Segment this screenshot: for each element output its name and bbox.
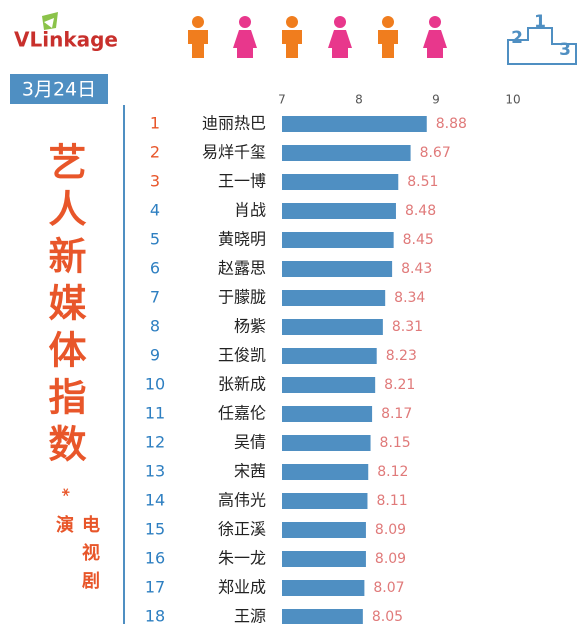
rank: 14 <box>145 491 165 510</box>
bar <box>282 580 365 596</box>
y-tick-label: 宋茜 <box>234 462 266 481</box>
value-label: 8.21 <box>384 377 415 393</box>
podium-number: 3 <box>559 40 571 60</box>
y-tick-label: 杨紫 <box>234 317 266 336</box>
logo-icon <box>42 12 58 30</box>
y-tick-label: 迪丽热巴 <box>202 114 266 133</box>
value-label: 8.88 <box>436 116 467 132</box>
bar <box>282 203 396 219</box>
x-tick-label: 9 <box>432 93 440 107</box>
rank: 9 <box>150 346 160 365</box>
y-tick-label: 郑业成 <box>218 578 266 597</box>
y-tick-label: 赵露思 <box>218 259 266 278</box>
value-label: 8.31 <box>392 319 423 335</box>
side-title: 艺人新媒体指数 <box>42 142 86 471</box>
bar <box>282 377 376 393</box>
value-label: 8.51 <box>407 174 438 190</box>
bar <box>282 464 369 480</box>
rank: 16 <box>145 549 165 568</box>
rank: 10 <box>145 375 165 394</box>
value-label: 8.09 <box>375 551 406 567</box>
y-tick-label: 王源 <box>234 607 266 624</box>
side-subtitle: 电视剧演 <box>53 515 100 599</box>
y-tick-label: 易烊千玺 <box>202 143 266 162</box>
y-tick-label: 徐正溪 <box>218 520 266 539</box>
value-label: 8.48 <box>405 203 436 219</box>
bar <box>282 522 366 538</box>
people-icons <box>188 16 447 58</box>
bar <box>282 116 427 132</box>
rank: 3 <box>150 172 160 191</box>
bar <box>282 232 394 248</box>
y-tick-label: 张新成 <box>218 375 266 394</box>
y-tick-label: 王一博 <box>218 172 266 191</box>
bar <box>282 290 386 306</box>
podium <box>507 27 577 65</box>
bar <box>282 609 363 624</box>
rank: 4 <box>150 201 160 220</box>
bar <box>282 145 411 161</box>
rank: 7 <box>150 288 160 307</box>
value-label: 8.34 <box>394 290 425 306</box>
bar <box>282 174 399 190</box>
rank: 2 <box>150 143 160 162</box>
bar <box>282 551 366 567</box>
y-tick-label: 黄晓明 <box>218 230 266 249</box>
rank: 13 <box>145 462 165 481</box>
bar <box>282 319 383 335</box>
brand: VLinkage <box>14 28 118 52</box>
y-tick-label: 肖战 <box>234 201 266 220</box>
bar <box>282 261 393 277</box>
x-tick-label: 7 <box>278 93 286 107</box>
x-tick-label: 10 <box>505 93 520 107</box>
bar <box>282 406 373 422</box>
rank: 6 <box>150 259 160 278</box>
rank: 17 <box>145 578 165 597</box>
podium-number: 2 <box>511 28 523 48</box>
date-box <box>10 74 108 104</box>
value-label: 8.05 <box>372 609 403 624</box>
bar <box>282 348 377 364</box>
rank: 11 <box>145 404 165 423</box>
y-tick-label: 王俊凯 <box>218 346 266 365</box>
value-label: 8.11 <box>376 493 407 509</box>
value-label: 8.67 <box>420 145 451 161</box>
podium-number: 1 <box>534 12 546 32</box>
rank: 15 <box>145 520 165 539</box>
rank: 12 <box>145 433 165 452</box>
y-tick-label: 吴倩 <box>234 433 266 452</box>
bar <box>282 493 368 509</box>
y-tick-label: 任嘉伦 <box>218 404 266 423</box>
side-mark: * <box>54 488 73 497</box>
y-tick-label: 于朦胧 <box>218 288 266 307</box>
value-label: 8.07 <box>373 580 404 596</box>
value-label: 8.09 <box>375 522 406 538</box>
rank: 8 <box>150 317 160 336</box>
y-tick-label: 朱一龙 <box>218 549 266 568</box>
date: 3月24日 <box>22 79 96 101</box>
y-tick-label: 高伟光 <box>218 491 266 510</box>
bar <box>282 435 371 451</box>
rank: 1 <box>150 114 160 133</box>
value-label: 8.23 <box>386 348 417 364</box>
value-label: 8.15 <box>380 435 411 451</box>
rank: 18 <box>145 607 165 624</box>
value-label: 8.12 <box>377 464 408 480</box>
value-label: 8.17 <box>381 406 412 422</box>
rank: 5 <box>150 230 160 249</box>
x-tick-label: 8 <box>355 93 363 107</box>
value-label: 8.43 <box>401 261 432 277</box>
value-label: 8.45 <box>403 232 434 248</box>
